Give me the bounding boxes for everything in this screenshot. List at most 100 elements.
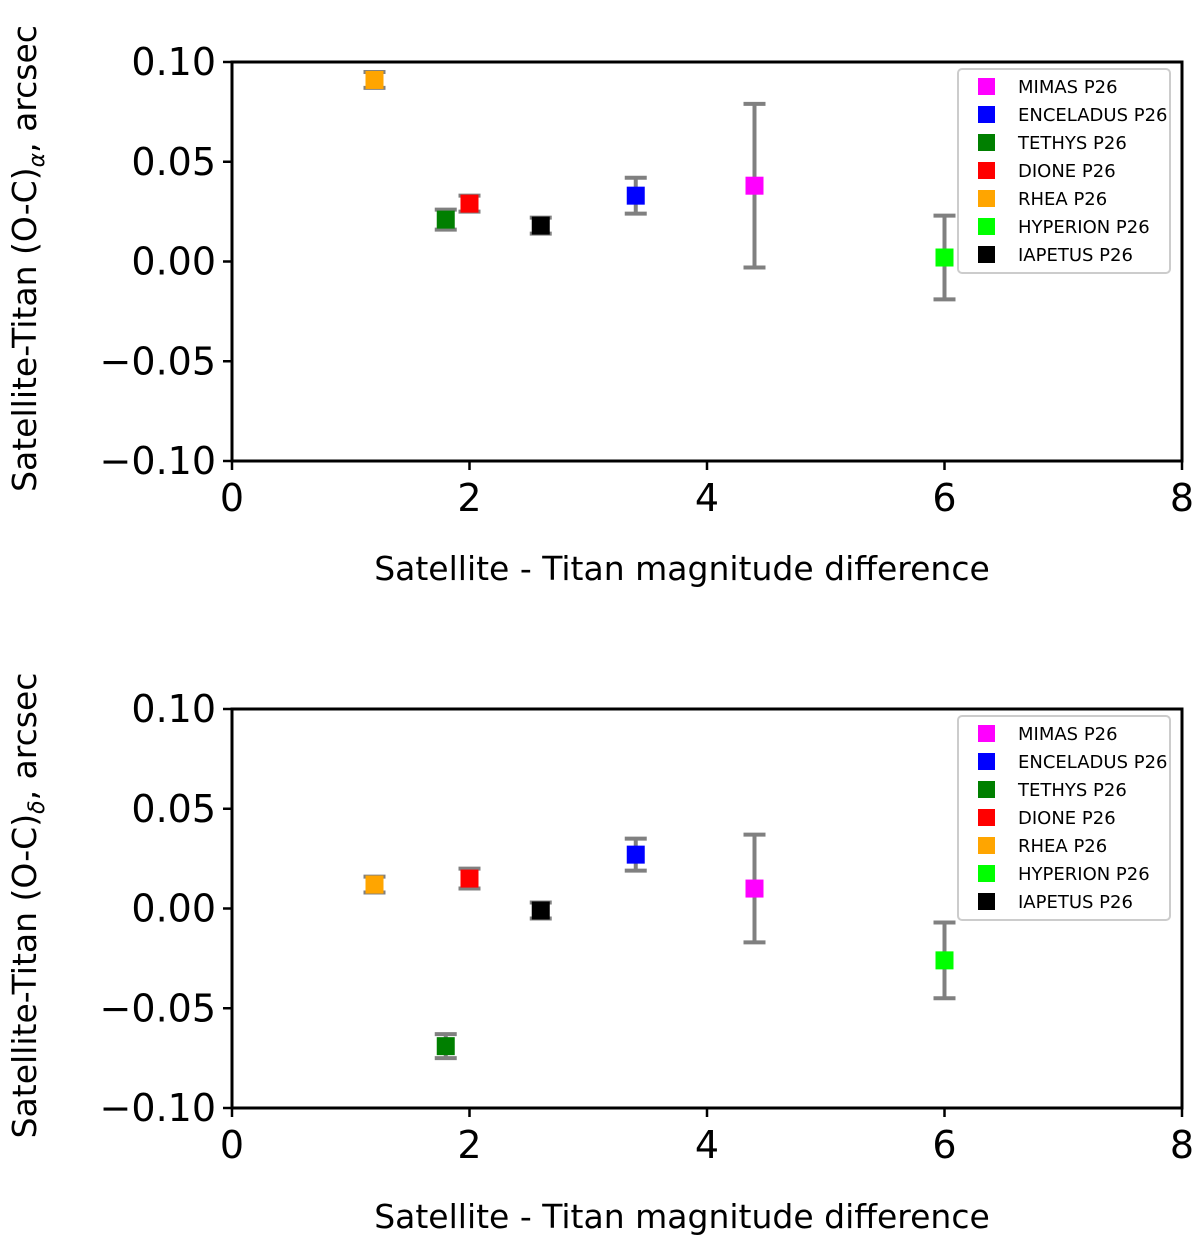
x-tick-label: 6 <box>932 476 956 520</box>
x-tick-label: 0 <box>220 1123 244 1167</box>
data-point <box>458 866 481 891</box>
marker <box>365 70 384 89</box>
legend-label: MIMAS P26 <box>1018 724 1118 745</box>
x-tick-label: 4 <box>695 1123 719 1167</box>
y-axis-label-unit: , arcsec <box>5 673 44 801</box>
y-tick-label: 0.05 <box>131 140 216 184</box>
x-tick-label: 2 <box>457 476 481 520</box>
legend-swatch <box>978 753 995 770</box>
legend-swatch <box>978 134 995 151</box>
y-axis-label-main: Satellite-Titan (O-C) <box>5 814 44 1139</box>
x-axis-label: Satellite - Titan magnitude difference <box>374 1197 990 1236</box>
x-tick-label: 6 <box>932 1123 956 1167</box>
legend-item: IAPETUS P26 <box>978 245 1133 266</box>
legend-item: MIMAS P26 <box>978 724 1118 745</box>
legend-label: TETHYS P26 <box>1017 133 1127 154</box>
y-axis-label: Satellite-Titan (O-C)α, arcsec <box>5 25 50 492</box>
legend-swatch <box>978 781 995 798</box>
legend-item: MIMAS P26 <box>978 77 1118 98</box>
legend-frame <box>957 715 1171 921</box>
x-tick-label: 4 <box>695 476 719 520</box>
legend-label: IAPETUS P26 <box>1018 245 1133 266</box>
y-tick-label: −0.10 <box>100 1086 216 1130</box>
marker <box>626 845 645 864</box>
data-point <box>434 207 457 232</box>
legend-swatch <box>978 218 995 235</box>
legend-swatch <box>978 162 995 179</box>
legend-item: HYPERION P26 <box>978 217 1150 238</box>
marker <box>531 216 550 235</box>
marker <box>436 1037 455 1056</box>
legend-item: HYPERION P26 <box>978 864 1150 885</box>
marker <box>365 875 384 894</box>
data-point <box>933 213 956 302</box>
x-tick-label: 0 <box>220 476 244 520</box>
legend-swatch <box>978 837 995 854</box>
legend-label: HYPERION P26 <box>1018 864 1150 885</box>
x-tick-label: 2 <box>457 1123 481 1167</box>
marker <box>935 951 954 970</box>
data-point <box>363 874 386 895</box>
marker <box>460 194 479 213</box>
legend-frame <box>957 68 1171 274</box>
marker <box>745 879 764 898</box>
legend-item: ENCELADUS P26 <box>978 105 1167 126</box>
marker <box>745 176 764 195</box>
legend-label: IAPETUS P26 <box>1018 892 1133 913</box>
data-point <box>743 832 766 945</box>
marker <box>531 901 550 920</box>
legend-swatch <box>978 78 995 95</box>
legend-label: ENCELADUS P26 <box>1018 752 1167 773</box>
y-tick-label: 0.00 <box>131 240 216 284</box>
data-point <box>363 69 386 90</box>
y-axis-label-subscript: δ <box>25 800 50 813</box>
x-tick-label: 8 <box>1170 1123 1194 1167</box>
y-tick-label: 0.10 <box>131 687 216 731</box>
legend-label: MIMAS P26 <box>1018 77 1118 98</box>
data-point <box>434 1032 457 1061</box>
legend-label: RHEA P26 <box>1018 836 1107 857</box>
y-tick-label: −0.05 <box>100 339 216 383</box>
y-tick-label: 0.10 <box>131 40 216 84</box>
legend-item: DIONE P26 <box>978 808 1116 829</box>
marker <box>436 210 455 229</box>
legend-label: DIONE P26 <box>1018 808 1116 829</box>
legend-item: TETHYS P26 <box>978 133 1127 154</box>
y-tick-label: −0.10 <box>100 439 216 483</box>
legend-label: TETHYS P26 <box>1017 780 1127 801</box>
legend-label: HYPERION P26 <box>1018 217 1150 238</box>
y-axis-label-subscript: α <box>25 152 50 167</box>
legend-swatch <box>978 893 995 910</box>
legend-item: RHEA P26 <box>978 189 1107 210</box>
data-point <box>624 836 647 873</box>
legend: MIMAS P26 ENCELADUS P26 TETHYS P26 DIONE P2… <box>957 715 1171 921</box>
marker <box>935 248 954 267</box>
data-point <box>458 193 481 214</box>
legend-swatch <box>978 725 995 742</box>
legend-swatch <box>978 246 995 263</box>
legend-swatch <box>978 865 995 882</box>
legend: MIMAS P26 ENCELADUS P26 TETHYS P26 DIONE P2… <box>957 68 1171 274</box>
legend-swatch <box>978 190 995 207</box>
chart-panel-delta: 0 2 4 6 8 0.10 0.05 0.00 −0.05 −0.10 Satellite - T… <box>5 673 1194 1236</box>
data-point <box>529 215 552 236</box>
legend-label: DIONE P26 <box>1018 161 1116 182</box>
x-axis-label: Satellite - Titan magnitude difference <box>374 549 990 588</box>
y-tick-label: 0.05 <box>131 787 216 831</box>
legend-item: TETHYS P26 <box>978 780 1127 801</box>
legend-item: RHEA P26 <box>978 836 1107 857</box>
data-point <box>529 900 552 921</box>
data-point <box>743 101 766 270</box>
y-tick-label: 0.00 <box>131 887 216 931</box>
legend-label: ENCELADUS P26 <box>1018 105 1167 126</box>
legend-swatch <box>978 106 995 123</box>
legend-item: DIONE P26 <box>978 161 1116 182</box>
legend-label: RHEA P26 <box>1018 189 1107 210</box>
x-tick-label: 8 <box>1170 476 1194 520</box>
y-axis-label-main: Satellite-Titan (O-C) <box>5 167 44 492</box>
data-point <box>933 920 956 1001</box>
y-axis-label: Satellite-Titan (O-C)δ, arcsec <box>5 673 50 1139</box>
y-axis-label-unit: , arcsec <box>5 25 44 153</box>
legend-item: IAPETUS P26 <box>978 892 1133 913</box>
